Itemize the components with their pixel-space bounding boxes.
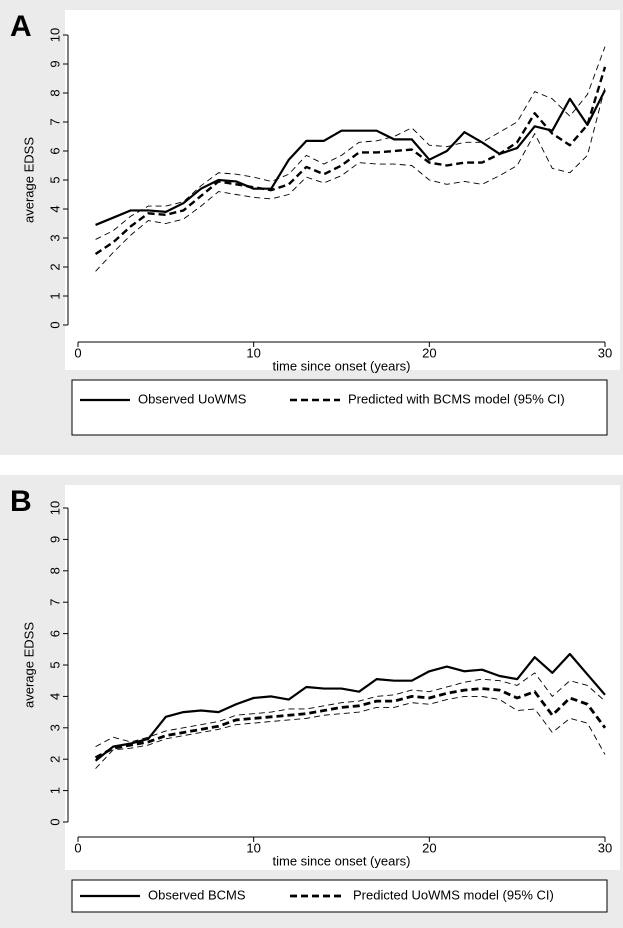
y-tick-label: 10: [47, 28, 62, 42]
x-axis-title: time since onset (years): [273, 853, 411, 868]
y-axis-title: average EDSS: [21, 622, 36, 708]
x-axis-title: time since onset (years): [273, 358, 411, 373]
plot-area: [65, 10, 620, 370]
y-tick-label: 1: [47, 292, 62, 299]
x-tick-label: 0: [74, 345, 81, 360]
series-line: [94, 66, 607, 255]
y-tick-label: 7: [47, 599, 62, 606]
y-tick-label: 3: [47, 724, 62, 731]
panel-label: A: [10, 10, 32, 43]
series-line: [94, 652, 606, 762]
y-tick-label: 0: [47, 818, 62, 825]
legend-label: Predicted UoWMS model (95% CI): [353, 887, 554, 902]
legend-label: Observed BCMS: [148, 887, 246, 902]
y-axis-title: average EDSS: [21, 137, 36, 223]
y-tick-label: 5: [47, 176, 62, 183]
series-line: [95, 46, 606, 240]
y-tick-label: 6: [47, 147, 62, 154]
y-tick-label: 2: [47, 756, 62, 763]
y-tick-label: 0: [47, 321, 62, 328]
y-tick-label: 1: [47, 787, 62, 794]
x-tick-label: 10: [246, 840, 260, 855]
y-tick-label: 6: [47, 630, 62, 637]
y-tick-label: 2: [47, 263, 62, 270]
y-tick-label: 10: [47, 501, 62, 515]
y-tick-label: 3: [47, 234, 62, 241]
x-tick-label: 30: [598, 840, 612, 855]
y-tick-label: 8: [47, 89, 62, 96]
x-tick-label: 30: [598, 345, 612, 360]
y-tick-label: 9: [47, 536, 62, 543]
legend-label: Observed UoWMS: [138, 391, 247, 406]
x-tick-label: 10: [246, 345, 260, 360]
legend-label: Predicted with BCMS model (95% CI): [348, 391, 565, 406]
legend-box: [71, 379, 608, 436]
x-tick-label: 20: [422, 345, 436, 360]
y-tick-label: 5: [47, 661, 62, 668]
plot-area: [65, 485, 620, 870]
series-line: [95, 672, 606, 748]
series-line: [94, 687, 607, 759]
y-tick-label: 8: [47, 567, 62, 574]
y-tick-label: 7: [47, 118, 62, 125]
series-line: [95, 89, 606, 226]
x-tick-label: 20: [422, 840, 436, 855]
panel-label: B: [10, 485, 32, 518]
y-tick-label: 4: [47, 205, 62, 212]
x-tick-label: 0: [74, 840, 81, 855]
series-line: [95, 87, 606, 272]
y-tick-label: 9: [47, 60, 62, 67]
series-line: [95, 695, 606, 769]
y-tick-label: 4: [47, 693, 62, 700]
